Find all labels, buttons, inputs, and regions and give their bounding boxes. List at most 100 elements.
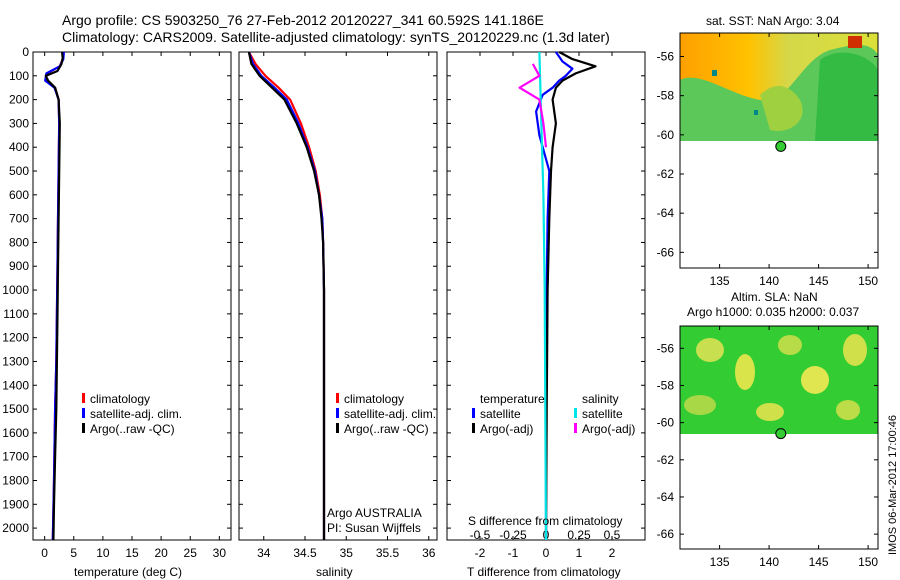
legend-swatch-blue [82, 408, 85, 418]
difference-top-axis-label: S difference from climatology [468, 514, 623, 528]
map-lat-label: -64 [657, 206, 675, 220]
sla-blob [843, 334, 867, 366]
sla-argo-position-marker [775, 428, 787, 440]
map-lon-label: 135 [710, 274, 730, 288]
title-line-2: Climatology: CARS2009. Satellite-adjuste… [62, 29, 610, 45]
legend-title-temperature: temperature [480, 392, 545, 406]
top-tick-label: -0.5 [470, 528, 491, 542]
legend-item-sal-satellite: satellite [574, 407, 635, 422]
x-tick-label: 34.5 [293, 546, 317, 560]
legend-swatch-red [82, 393, 85, 403]
salinity-panel: 34 34.5 35 35.5 36 [238, 51, 438, 560]
legend-item-sal-argo: Argo(-adj) [574, 422, 635, 437]
sla-map-panel: -56 -58 -60 -62 -64 -66 135 140 145 150 [657, 325, 879, 569]
legend-swatch-red [336, 393, 339, 403]
legend-swatch-magenta [574, 423, 577, 433]
top-tick-label: 0.25 [567, 528, 591, 542]
salinity-credit-line-2: PI: Susan Wijffels [327, 521, 421, 535]
depth-tick-label: 2000 [2, 521, 29, 535]
depth-tick-label: 0 [22, 45, 29, 59]
depth-tick-label: 600 [9, 188, 29, 202]
x-tick-label: 15 [125, 546, 139, 560]
top-tick-label: 0.5 [604, 528, 621, 542]
sst-hot-spot [848, 36, 862, 48]
difference-panel: -2 -1 0 1 2 -0.5 -0.25 0 0.25 0.5 [446, 51, 646, 560]
depth-tick-label: 300 [9, 116, 29, 130]
legend-swatch-cyan [574, 408, 577, 418]
x-tick-label: 20 [154, 546, 168, 560]
footer-stamp: IMOS 06-Mar-2012 17:00:46 [887, 414, 899, 555]
sla-map-frame [679, 325, 879, 550]
map-lat-label: -66 [657, 245, 675, 259]
depth-tick-label: 900 [9, 259, 29, 273]
legend-item-temp-argo: Argo(-adj) [472, 422, 545, 437]
legend-item-temp-satellite: satellite [472, 407, 545, 422]
sst-cold-patch [815, 52, 878, 141]
map-lon-label: 150 [858, 274, 878, 288]
argo-line [44, 51, 64, 541]
sst-map-frame [679, 32, 879, 269]
depth-tick-label: 800 [9, 235, 29, 249]
legend-swatch-blue [472, 408, 475, 418]
depth-tick-label: 1500 [2, 402, 29, 416]
map-lon-label: 140 [759, 555, 779, 569]
difference-depth-ticks [447, 51, 645, 529]
sla-blob [801, 366, 829, 394]
x-tick-label: 34 [257, 546, 271, 560]
depth-tick-label: 700 [9, 212, 29, 226]
salinity-x-ticks: 34 34.5 35 35.5 36 [257, 52, 436, 560]
legend-item-satellite: satellite-adj. clim. [336, 407, 436, 422]
sst-map-ticks: -56 -58 -60 -62 -64 -66 135 140 145 150 [657, 33, 878, 288]
x-tick-label: -2 [475, 546, 486, 560]
legend-item-argo: Argo(..raw -QC) [82, 422, 182, 437]
map-lat-label: -58 [657, 378, 675, 392]
salinity-axes-frame [238, 51, 438, 541]
sla-blob [684, 395, 716, 415]
map-lon-label: 150 [858, 555, 878, 569]
sst-field [680, 33, 878, 141]
salinity-xlabel: salinity [316, 565, 353, 579]
temperature-x-ticks: 0 5 10 15 20 25 30 [41, 52, 226, 560]
x-tick-label: 1 [576, 546, 583, 560]
temperature-depth-ticks: 0 100 200 300 400 500 600 700 800 900 1000 1100 1200… [2, 45, 231, 535]
depth-tick-label: 1300 [2, 354, 29, 368]
depth-tick-label: 1400 [2, 378, 29, 392]
difference-x-ticks: -2 -1 0 1 2 [475, 52, 616, 560]
x-tick-label: 30 [213, 546, 227, 560]
legend-title-salinity: salinity [582, 392, 619, 406]
sla-blob [836, 400, 860, 420]
temperature-axes-frame [32, 51, 232, 541]
argo-line [247, 51, 326, 540]
map-lat-label: -58 [657, 89, 675, 103]
x-tick-label: 0 [41, 546, 48, 560]
depth-tick-label: 1000 [2, 283, 29, 297]
legend-item-climatology: climatology [82, 392, 182, 407]
sst-dark-pixel [754, 110, 758, 115]
diff-sal-argo-line [518, 63, 548, 148]
x-tick-label: 35.5 [376, 546, 400, 560]
map-lon-label: 135 [710, 555, 730, 569]
map-lon-label: 145 [809, 274, 829, 288]
legend-item-climatology: climatology [336, 392, 436, 407]
difference-series [518, 51, 597, 541]
salinity-depth-ticks [239, 51, 437, 529]
x-tick-label: 35 [340, 546, 354, 560]
sla-map-ticks: -56 -58 -60 -62 -64 -66 135 140 145 150 [657, 326, 878, 569]
depth-tick-label: 1800 [2, 473, 29, 487]
x-tick-label: -1 [508, 546, 519, 560]
sla-blob [696, 338, 724, 362]
x-tick-label: 25 [184, 546, 198, 560]
sst-map-title: sat. SST: NaN Argo: 3.04 [706, 14, 840, 28]
map-lon-label: 140 [759, 274, 779, 288]
map-lat-label: -66 [657, 527, 675, 541]
depth-tick-label: 100 [9, 69, 29, 83]
x-tick-label: 0 [543, 546, 550, 560]
diff-temp-argo-line [544, 51, 597, 541]
legend-swatch-black [472, 423, 475, 433]
sla-blob [735, 354, 755, 390]
temperature-series [44, 51, 65, 541]
sla-map-title-line-2: Argo h1000: 0.035 h2000: 0.037 [687, 305, 860, 319]
title-line-1: Argo profile: CS 5903250_76 27-Feb-2012 … [62, 12, 544, 28]
diff-sal-satellite-line [538, 51, 548, 541]
difference-legend-temperature: temperature satellite Argo(-adj) [472, 392, 545, 437]
